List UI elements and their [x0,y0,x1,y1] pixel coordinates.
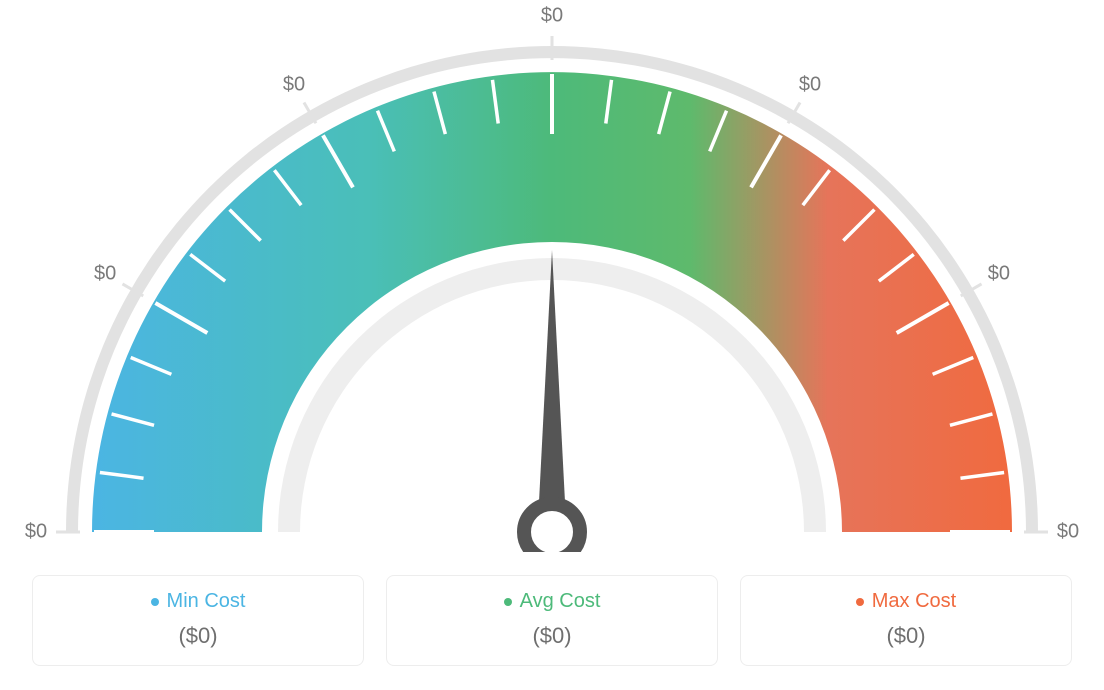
legend-value: ($0) [399,623,705,649]
legend-value: ($0) [753,623,1059,649]
gauge-tick-label: $0 [988,262,1010,285]
legend-label: Max Cost [872,590,956,613]
legend-label-line: Avg Cost [399,590,705,613]
gauge-needle-hub [524,504,580,552]
gauge-tick-label: $0 [94,262,116,285]
legend-label: Min Cost [167,590,246,613]
legend-dot-icon [504,598,512,606]
legend-label-line: Max Cost [753,590,1059,613]
legend-value: ($0) [45,623,351,649]
gauge-tick-label: $0 [1057,521,1079,544]
legend-card: Min Cost ($0) [32,575,364,666]
legend-dot-icon [151,598,159,606]
gauge-tick-label: $0 [25,521,47,544]
gauge-tick-label: $0 [799,74,821,97]
gauge-tick-label: $0 [283,74,305,97]
gauge-tick-label: $0 [541,5,563,28]
legend-row: Min Cost ($0) Avg Cost ($0) Max Cost ($0) [32,575,1072,666]
legend-label: Avg Cost [520,590,601,613]
gauge-svg [42,12,1062,552]
legend-card: Max Cost ($0) [740,575,1072,666]
gauge-chart: $0$0$0$0$0$0$0 [42,12,1062,552]
legend-label-line: Min Cost [45,590,351,613]
legend-dot-icon [856,598,864,606]
gauge-needle [539,250,565,502]
legend-card: Avg Cost ($0) [386,575,718,666]
